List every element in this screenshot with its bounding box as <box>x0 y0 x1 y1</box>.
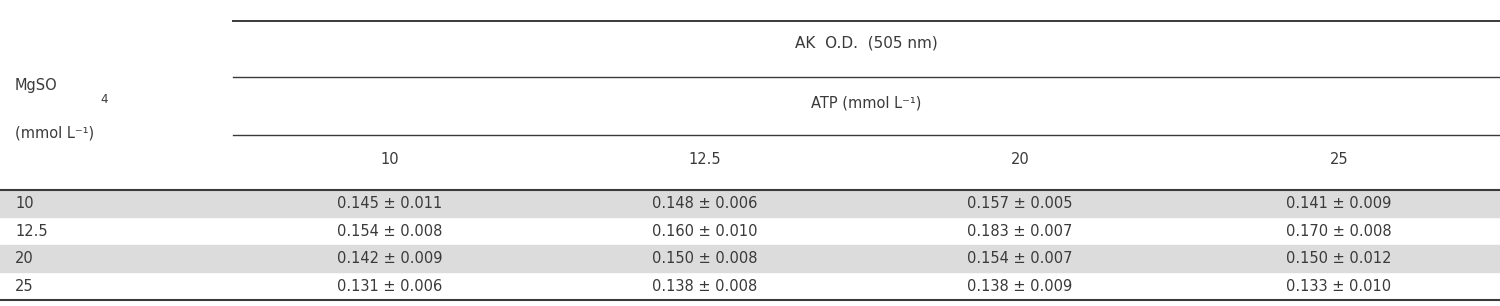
Text: 0.131 ± 0.006: 0.131 ± 0.006 <box>338 278 442 294</box>
Text: 12.5: 12.5 <box>15 223 48 239</box>
Text: 0.145 ± 0.011: 0.145 ± 0.011 <box>338 196 442 211</box>
Text: 10: 10 <box>15 196 33 211</box>
Text: MgSO: MgSO <box>15 78 57 93</box>
Text: 0.138 ± 0.008: 0.138 ± 0.008 <box>652 278 758 294</box>
Text: 20: 20 <box>1011 151 1029 167</box>
Text: 0.170 ± 0.008: 0.170 ± 0.008 <box>1286 223 1392 239</box>
Text: 0.141 ± 0.009: 0.141 ± 0.009 <box>1286 196 1392 211</box>
Text: 0.150 ± 0.012: 0.150 ± 0.012 <box>1286 251 1392 266</box>
Text: 0.183 ± 0.007: 0.183 ± 0.007 <box>968 223 1072 239</box>
Text: 4: 4 <box>100 93 108 106</box>
Text: AK  O.D.  (505 nm): AK O.D. (505 nm) <box>795 35 938 50</box>
Text: 10: 10 <box>381 151 399 167</box>
Bar <box>0 190 1500 217</box>
Bar <box>0 245 1500 272</box>
Text: 0.157 ± 0.005: 0.157 ± 0.005 <box>968 196 1072 211</box>
Text: 0.142 ± 0.009: 0.142 ± 0.009 <box>338 251 442 266</box>
Text: 0.148 ± 0.006: 0.148 ± 0.006 <box>652 196 758 211</box>
Text: 20: 20 <box>15 251 33 266</box>
Text: 0.150 ± 0.008: 0.150 ± 0.008 <box>652 251 758 266</box>
Text: 25: 25 <box>1329 151 1348 167</box>
Text: 0.154 ± 0.008: 0.154 ± 0.008 <box>338 223 442 239</box>
Text: 0.160 ± 0.010: 0.160 ± 0.010 <box>652 223 758 239</box>
Text: 25: 25 <box>15 278 33 294</box>
Text: 0.154 ± 0.007: 0.154 ± 0.007 <box>968 251 1072 266</box>
Text: ATP (mmol L⁻¹): ATP (mmol L⁻¹) <box>812 95 921 110</box>
Text: (mmol L⁻¹): (mmol L⁻¹) <box>15 125 94 141</box>
Text: 0.138 ± 0.009: 0.138 ± 0.009 <box>968 278 1072 294</box>
Text: 0.133 ± 0.010: 0.133 ± 0.010 <box>1286 278 1392 294</box>
Text: 12.5: 12.5 <box>688 151 722 167</box>
